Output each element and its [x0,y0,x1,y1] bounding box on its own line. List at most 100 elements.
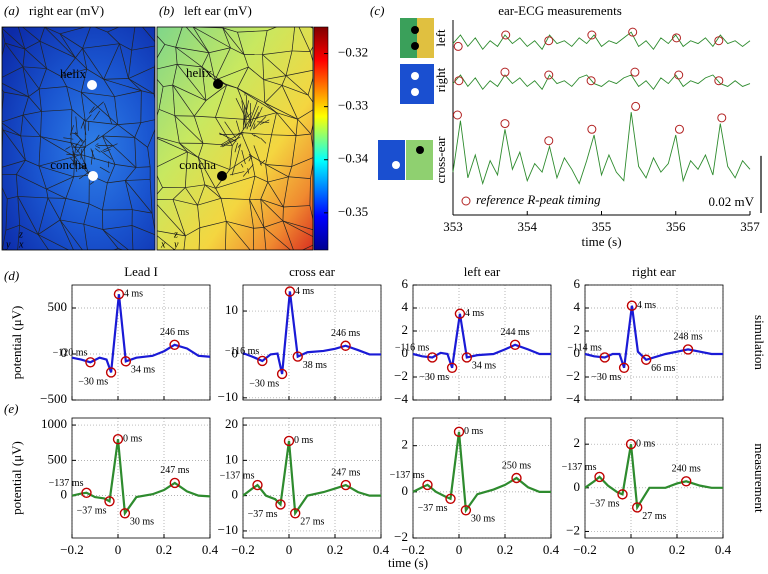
chart-title: ear-ECG measurements [498,3,622,18]
mesh-line [40,136,71,144]
icon-dot [411,72,419,80]
mesh-line [99,166,110,174]
mesh-line [103,78,129,80]
panel-title: right ear (mV) [29,3,104,18]
icon-cross-l [406,140,433,180]
mesh-line [85,120,118,125]
mesh-line [264,85,283,104]
mesh-line [38,165,74,178]
panel-label: (c) [370,3,384,18]
mesh-line [103,149,111,153]
icon-dot [411,42,419,50]
marker-label: 4 ms [124,288,143,299]
mesh-line [226,220,254,229]
mesh-line [128,78,155,95]
mesh-line [172,84,207,101]
mesh-line [262,50,293,55]
r-peak-marker [630,67,640,77]
mesh-line [201,66,216,81]
plot-frame [242,417,382,539]
mesh-line [197,197,222,206]
mesh-line [46,176,74,190]
mesh-line [175,46,209,54]
annotation: helix [186,65,212,80]
mesh-line [301,244,313,250]
mesh-line [61,68,87,77]
annotation-dot [213,79,223,89]
r-peak-marker [501,30,511,40]
mesh-line [148,24,183,26]
mesh-line [2,125,4,131]
mesh-line [157,174,163,188]
mesh-line [125,180,153,214]
marker-label: 38 ms [303,360,327,371]
marker-label: 4 ms [637,300,656,311]
mesh-line [22,66,40,90]
mesh-line [66,86,82,93]
mesh-line [208,47,231,54]
x-tick-label: 0 [286,542,293,557]
panel-title: left ear (mV) [184,3,252,18]
mesh-line [134,122,142,138]
mesh-line [20,135,41,137]
line [412,431,551,514]
mesh-line [118,248,124,250]
mesh-line [25,159,40,167]
mesh-line [240,132,252,156]
mesh-line [60,219,84,225]
mesh-line [75,57,88,70]
y-tick-label: 0 [574,345,581,360]
mesh-line [59,198,67,221]
mesh-line [65,176,75,199]
mesh-line [265,164,269,183]
marker [252,479,263,491]
axis-indicator: z [18,229,23,240]
ear-icons [378,18,434,180]
mesh-line [174,115,180,144]
mesh-line [257,121,270,123]
marker [120,356,132,367]
mesh-line [44,27,76,59]
mesh-line [102,124,118,137]
mesh-line [81,164,86,168]
r-peak-marker [586,76,596,86]
mesh-line [89,181,95,185]
image-frame [156,26,314,251]
plot-frame [584,417,724,539]
mesh-line [291,27,296,51]
mesh-line [37,234,49,250]
mesh-line [219,133,244,135]
mesh-line [263,79,266,103]
mesh-line [220,197,250,200]
mesh-line [237,66,249,89]
y-tick-label: −10 [218,389,238,404]
y-tick-label: 0 [232,487,239,502]
mesh-line [149,179,153,214]
x-tick-label: −0.2 [401,542,425,557]
marker [340,479,352,491]
x-tick-label: 0 [115,542,122,557]
mesh-line [141,90,154,95]
mesh-line [267,254,295,257]
mesh-line [199,253,225,255]
mesh-line [131,225,155,236]
marker [453,426,465,438]
mesh-line [309,46,313,52]
x-tick-label: 0.2 [669,542,685,557]
mesh-line [224,121,236,138]
mesh-line [22,27,41,42]
mesh-line [281,85,298,120]
mesh-line [175,27,183,48]
mesh-line [128,66,155,79]
mesh-line [88,203,103,211]
marker-label: −137 ms [49,478,84,489]
r-peak-marker [453,41,463,51]
mesh-line [22,96,29,116]
line [412,313,551,369]
mesh-line [157,63,178,70]
mesh-line [125,167,137,181]
mesh-line [174,115,204,144]
mesh-line [38,136,41,167]
mesh-line [215,84,227,118]
x-tick-label: 355 [592,219,612,234]
